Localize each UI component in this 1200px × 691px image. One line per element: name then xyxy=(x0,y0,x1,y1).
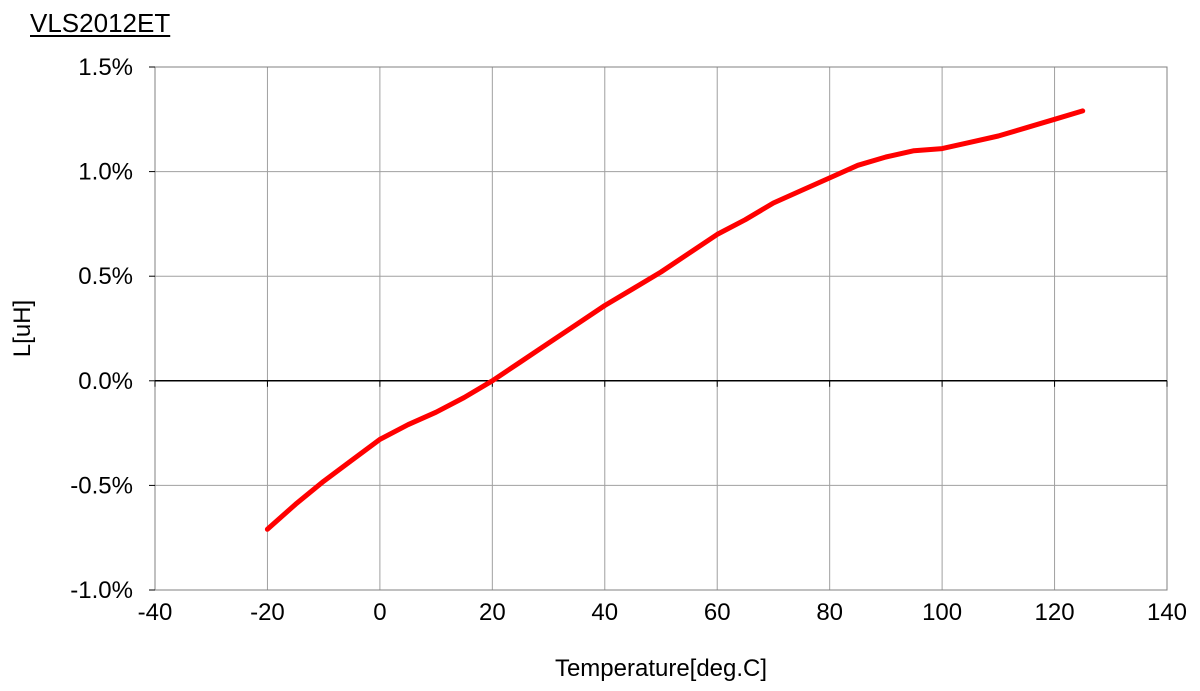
x-tick-label: -20 xyxy=(250,599,285,626)
y-tick-label: 1.5% xyxy=(78,54,133,81)
series-line xyxy=(264,108,1086,532)
x-axis-label: Temperature[deg.C] xyxy=(555,655,767,682)
chart-title: VLS2012ET xyxy=(30,8,171,38)
x-tick-label: 0 xyxy=(373,599,386,626)
y-tick-label: 1.0% xyxy=(78,159,133,186)
y-tick-label: 0.0% xyxy=(78,368,133,395)
x-tick-label: 120 xyxy=(1035,599,1075,626)
y-tick-label: 0.5% xyxy=(78,263,133,290)
x-tick-label: 40 xyxy=(591,599,618,626)
y-axis-label: L[uH] xyxy=(9,300,36,357)
axis-ticks: -40 -20 0 20 40 60 80 100 120 140 -1.0% -0.5% 0.0% 0.… xyxy=(70,54,1187,626)
x-tick-label: 20 xyxy=(479,599,506,626)
x-tick-label: 100 xyxy=(922,599,962,626)
grid-lines xyxy=(154,66,1168,591)
x-tick-label: 60 xyxy=(704,599,731,626)
y-tick-label: -0.5% xyxy=(70,472,133,499)
y-tick-label: -1.0% xyxy=(70,577,133,604)
x-tick-label: 80 xyxy=(816,599,843,626)
x-tick-label: -40 xyxy=(138,599,173,626)
plot-area-frame xyxy=(154,66,1168,591)
x-tick-label: 140 xyxy=(1147,599,1187,626)
series-layer xyxy=(264,108,1086,532)
